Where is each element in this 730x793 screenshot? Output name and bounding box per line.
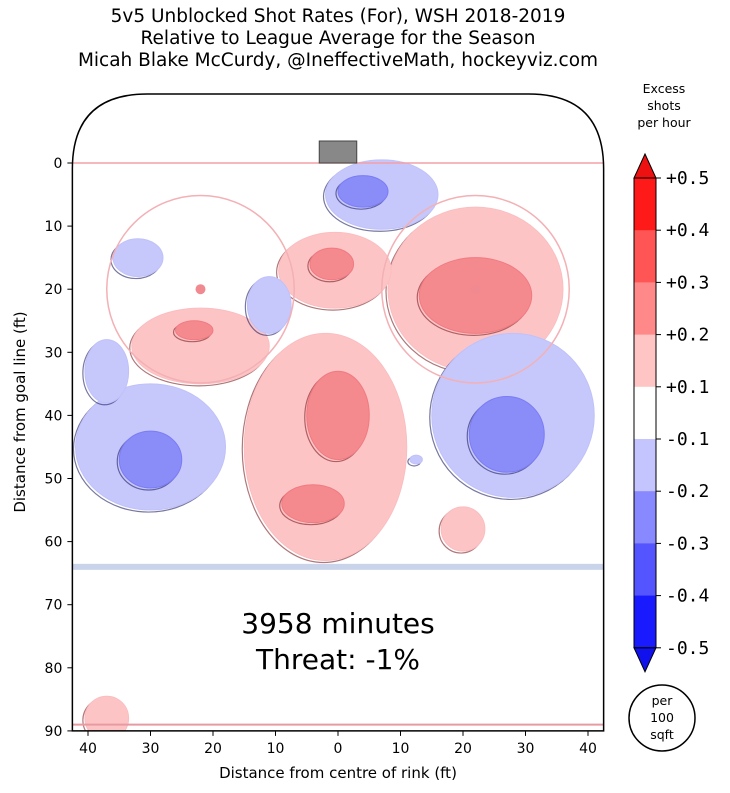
excess-region [418,257,533,334]
y-tick-label: 50 [45,472,63,488]
excess-region [440,506,486,552]
colorbar-band [634,282,656,336]
deficit-region [118,430,183,489]
x-tick-label: 40 [579,741,597,757]
threat-annotation: Threat: -1% [255,643,420,676]
shot-rate-regions [72,159,595,731]
minutes-annotation: 3958 minutes [241,607,435,640]
y-tick-label: 0 [53,156,62,172]
colorbar-band [634,595,656,649]
colorbar-label: +0.1 [666,377,709,398]
colorbar-label: -0.2 [666,481,709,502]
colorbar-title-line-3: per hour [637,115,691,130]
y-tick-label: 70 [45,598,63,614]
excess-region [84,695,130,731]
x-tick-label: 20 [204,741,222,757]
deficit-region [84,339,130,404]
excess-region [175,320,214,341]
deficit-region [337,175,389,208]
y-tick-label: 60 [45,535,63,551]
y-tick-label: 40 [45,408,63,424]
y-tick-label: 10 [45,219,63,235]
goal-net [318,140,358,164]
x-tick-label: 0 [334,741,343,757]
x-tick-label: 30 [517,741,535,757]
excess-region [306,370,370,461]
y-tick-label: 90 [45,724,63,740]
colorbar-label: -0.4 [666,586,709,607]
colorbar-min-arrow [633,647,657,674]
title-line-3: Micah Blake McCurdy, @IneffectiveMath, h… [77,50,599,71]
x-axis-label: Distance from centre of rink (ft) [219,764,457,782]
deficit-region [112,238,164,278]
colorbar-label: +0.2 [666,325,709,346]
axes: 40 30 20 10 0 10 20 30 40 0 10 20 30 40 50 60 70 80 90 [45,156,597,757]
colorbar-band [634,334,656,388]
faceoff-circle [106,194,295,384]
deficit-region [246,276,292,334]
x-tick-label: 20 [454,741,472,757]
unit-badge [628,684,696,752]
colorbar-label: +0.5 [666,168,709,189]
colorbar-title-line-1: Excess [643,81,686,96]
colorbar-label: +0.3 [666,272,709,293]
colorbar-band [634,386,656,440]
title-line-1: 5v5 Unblocked Shot Rates (For), WSH 2018… [110,6,566,27]
x-tick-label: 10 [392,741,410,757]
excess-region [131,307,270,385]
faceoff-dot [195,284,206,295]
title-line-2: Relative to League Average for the Seaso… [140,28,536,49]
unit-badge-line-1: per [652,693,674,708]
y-axis-label: Distance from goal line (ft) [11,311,29,512]
y-tick-label: 80 [45,661,63,677]
x-tick-label: 40 [79,741,97,757]
colorbar-frame [633,177,657,649]
deficit-region [468,395,545,473]
y-tick-label: 20 [45,282,63,298]
colorbar-label: -0.3 [666,533,709,554]
colorbar-band [634,491,656,544]
colorbar-label: -0.1 [666,429,709,450]
colorbar-max-arrow [633,152,657,179]
colorbar-band [634,230,656,283]
x-tick-label: 30 [142,741,160,757]
x-tick-label: 10 [267,741,285,757]
faceoff-dot [470,284,481,295]
unit-badge-line-3: sqft [650,727,674,742]
colorbar-band [634,178,656,231]
deficit-region [409,454,423,465]
excess-region [309,247,355,281]
colorbar-label: +0.4 [666,220,709,241]
colorbar-band [634,543,656,597]
colorbar-band [634,439,656,492]
rink-boards [71,93,605,732]
colorbar-title-line-2: shots [647,98,681,113]
chart-title: 5v5 Unblocked Shot Rates (For), WSH 2018… [0,6,676,72]
excess-region [281,484,345,524]
faceoff-circle [381,194,570,384]
colorbar: +0.5 +0.4 +0.3 +0.2 +0.1 -0.1 -0.2 -0.3 -0.4 -0.5 [633,152,709,674]
rink-markings [72,140,604,726]
colorbar-label: -0.5 [666,638,709,659]
blue-line [72,563,604,570]
y-tick-label: 30 [45,345,63,361]
unit-badge-line-2: 100 [650,710,674,725]
